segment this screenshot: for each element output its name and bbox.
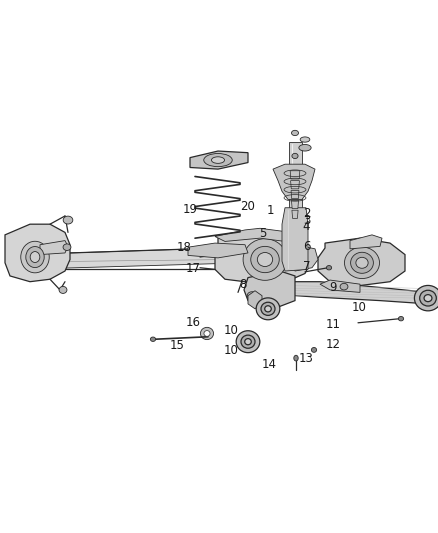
Ellipse shape: [241, 335, 255, 348]
Text: 12: 12: [325, 337, 340, 351]
Polygon shape: [5, 224, 70, 282]
Text: 13: 13: [299, 352, 314, 365]
Polygon shape: [292, 245, 318, 271]
Ellipse shape: [356, 257, 368, 268]
Ellipse shape: [245, 338, 251, 345]
Ellipse shape: [26, 247, 44, 268]
Text: 9: 9: [329, 281, 337, 294]
Text: 5: 5: [259, 227, 266, 240]
Ellipse shape: [292, 131, 299, 135]
Ellipse shape: [251, 246, 279, 273]
Ellipse shape: [21, 241, 49, 273]
Ellipse shape: [204, 154, 232, 167]
Text: 10: 10: [352, 301, 367, 314]
Ellipse shape: [399, 317, 404, 321]
Ellipse shape: [247, 292, 257, 300]
Ellipse shape: [150, 337, 155, 342]
Polygon shape: [290, 171, 300, 179]
Text: 1: 1: [267, 204, 275, 217]
Ellipse shape: [300, 137, 310, 142]
Polygon shape: [273, 164, 315, 199]
Ellipse shape: [424, 295, 432, 302]
Ellipse shape: [350, 252, 373, 273]
Polygon shape: [215, 235, 312, 284]
Text: 10: 10: [223, 344, 238, 357]
Text: 4: 4: [303, 220, 311, 233]
Ellipse shape: [258, 253, 273, 266]
Text: 2: 2: [303, 207, 311, 221]
Polygon shape: [320, 280, 360, 293]
Polygon shape: [188, 243, 248, 258]
Ellipse shape: [201, 327, 214, 340]
Text: 10: 10: [223, 324, 238, 336]
Polygon shape: [291, 200, 299, 208]
Text: 17: 17: [185, 262, 200, 274]
Ellipse shape: [59, 286, 67, 294]
Ellipse shape: [261, 302, 275, 316]
Text: 11: 11: [325, 318, 340, 331]
Polygon shape: [244, 271, 295, 306]
Ellipse shape: [243, 239, 287, 280]
Ellipse shape: [420, 290, 436, 306]
Ellipse shape: [63, 216, 73, 224]
Ellipse shape: [256, 298, 280, 320]
Text: 6: 6: [303, 240, 311, 253]
Polygon shape: [292, 210, 298, 219]
Polygon shape: [289, 142, 302, 208]
Ellipse shape: [340, 284, 348, 290]
Ellipse shape: [236, 331, 260, 353]
Ellipse shape: [299, 144, 311, 151]
Text: 3: 3: [303, 214, 310, 227]
Text: 7: 7: [303, 260, 311, 273]
Polygon shape: [318, 238, 405, 286]
Ellipse shape: [414, 286, 438, 311]
Ellipse shape: [63, 244, 71, 251]
Ellipse shape: [311, 348, 317, 352]
Polygon shape: [248, 290, 262, 309]
Polygon shape: [215, 228, 295, 241]
Ellipse shape: [204, 330, 210, 336]
Text: 19: 19: [183, 203, 198, 216]
Polygon shape: [350, 235, 382, 249]
Text: 16: 16: [185, 316, 200, 329]
Ellipse shape: [344, 247, 379, 279]
Text: 8: 8: [240, 278, 247, 292]
Polygon shape: [290, 181, 300, 189]
Polygon shape: [40, 240, 68, 255]
Polygon shape: [282, 208, 308, 271]
Ellipse shape: [212, 157, 225, 164]
Ellipse shape: [265, 306, 271, 312]
Polygon shape: [291, 190, 299, 199]
Ellipse shape: [294, 356, 298, 361]
Polygon shape: [20, 247, 245, 269]
Polygon shape: [248, 282, 428, 304]
Text: 15: 15: [170, 339, 185, 352]
Text: 14: 14: [262, 358, 277, 371]
Text: 20: 20: [240, 200, 255, 213]
Ellipse shape: [30, 252, 40, 263]
Polygon shape: [190, 151, 248, 169]
Text: 18: 18: [177, 241, 191, 254]
Ellipse shape: [326, 265, 332, 270]
Ellipse shape: [292, 154, 298, 159]
